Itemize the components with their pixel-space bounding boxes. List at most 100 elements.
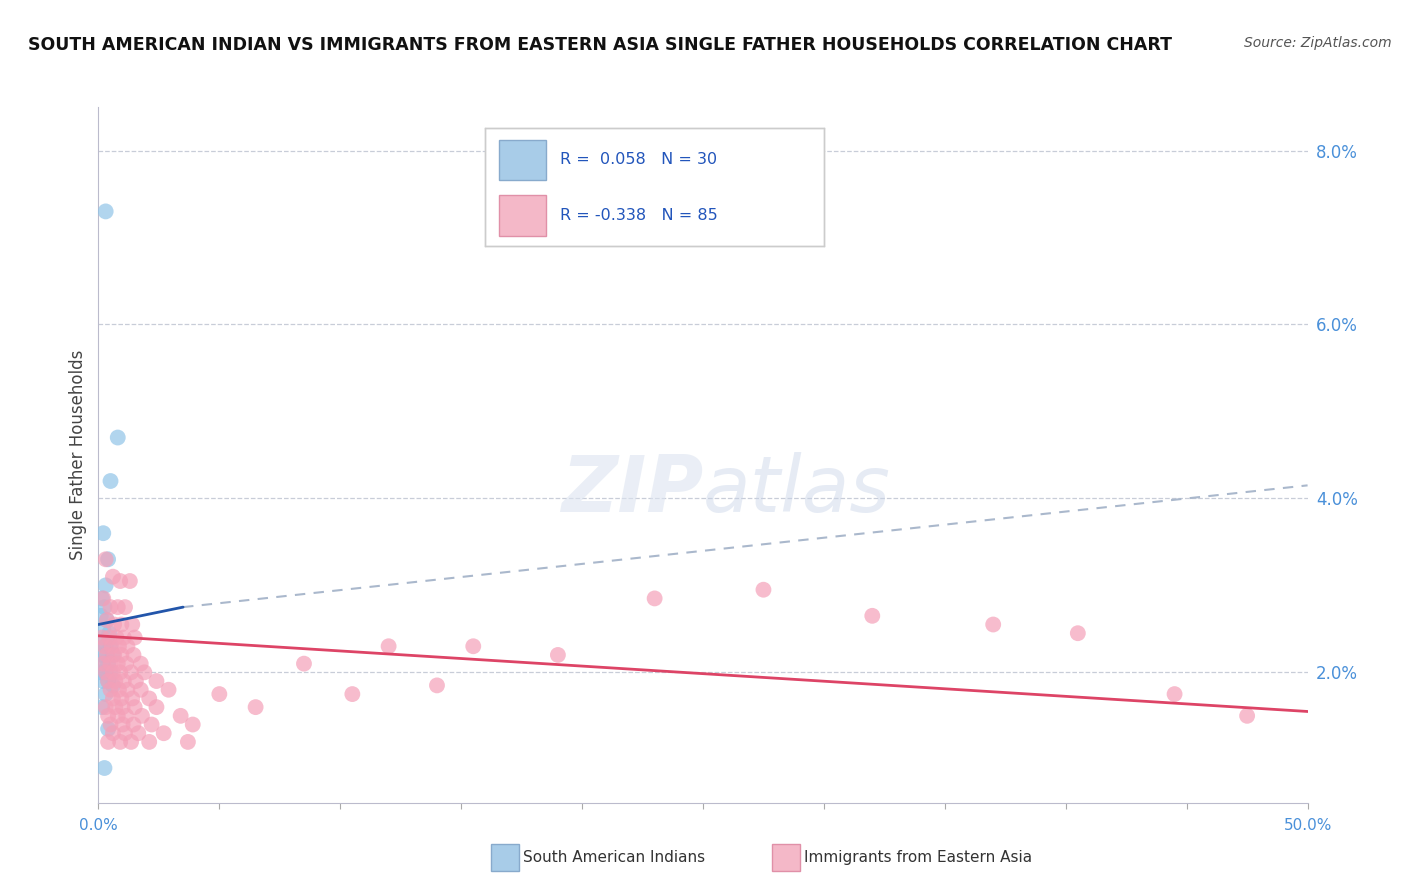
Point [105,631,128,645]
Point [107,657,129,671]
Point [114,726,136,740]
Point [96,613,118,627]
Point [112,631,135,645]
Point [125,674,148,689]
Y-axis label: Single Father Households: Single Father Households [69,350,87,560]
Point [91,622,114,636]
Point [91,591,114,606]
Point [129,682,152,697]
Point [1067,626,1090,640]
Point [141,717,163,731]
Point [108,735,131,749]
Point [91,648,114,662]
Point [93,600,115,615]
Point [101,678,124,692]
Point [108,639,131,653]
Point [91,591,114,606]
Point [100,682,122,697]
Point [292,657,315,671]
Point [94,204,117,219]
Point [104,674,127,689]
Point [94,687,117,701]
Point [120,665,142,680]
Point [860,608,883,623]
Point [121,691,143,706]
Point [120,735,142,749]
Point [91,657,114,671]
Point [1163,687,1185,701]
Point [96,648,118,662]
Point [547,648,569,662]
Point [97,674,120,689]
Point [124,700,146,714]
Point [127,726,149,740]
Point [121,617,143,632]
Point [107,600,129,615]
Text: Immigrants from Eastern Asia: Immigrants from Eastern Asia [804,850,1032,864]
Point [377,639,399,653]
Point [208,687,231,701]
Point [94,639,117,653]
Point [115,657,138,671]
Point [108,574,131,588]
Point [463,639,485,653]
Point [107,708,129,723]
Text: 50.0%: 50.0% [1284,819,1331,833]
Point [138,691,160,706]
Point [426,678,449,692]
Point [96,648,118,662]
Point [100,474,122,488]
Point [110,691,132,706]
Point [96,613,118,627]
Point [117,682,139,697]
Point [91,700,114,714]
Point [94,665,117,680]
Point [104,700,127,714]
Point [145,674,167,689]
Text: atlas: atlas [703,451,891,528]
Point [90,635,112,649]
Point [90,665,112,680]
Point [752,582,775,597]
Point [245,700,267,714]
Point [90,608,112,623]
Point [110,648,132,662]
Point [97,722,120,736]
Point [122,717,145,731]
Point [981,617,1004,632]
Point [117,639,139,653]
Point [124,631,146,645]
Point [101,691,124,706]
Point [111,717,134,731]
Point [101,726,124,740]
Point [91,674,114,689]
Text: South American Indians: South American Indians [523,850,706,864]
Point [98,631,121,645]
Point [108,665,131,680]
Point [131,708,153,723]
Point [97,708,120,723]
Text: 0.0%: 0.0% [79,819,118,833]
Point [100,639,122,653]
Point [1236,708,1258,723]
Point [91,526,114,541]
Point [93,639,115,653]
Point [644,591,666,606]
Point [93,761,115,775]
Point [98,626,121,640]
Point [94,665,117,680]
Point [91,631,114,645]
Point [97,657,120,671]
Point [177,735,200,749]
Point [181,717,204,731]
Point [103,617,125,632]
Text: ZIP: ZIP [561,451,703,528]
Point [100,657,122,671]
Point [94,552,117,566]
Point [111,700,134,714]
Point [97,552,120,566]
Point [100,665,122,680]
Point [108,682,131,697]
Point [103,648,125,662]
Point [100,639,122,653]
